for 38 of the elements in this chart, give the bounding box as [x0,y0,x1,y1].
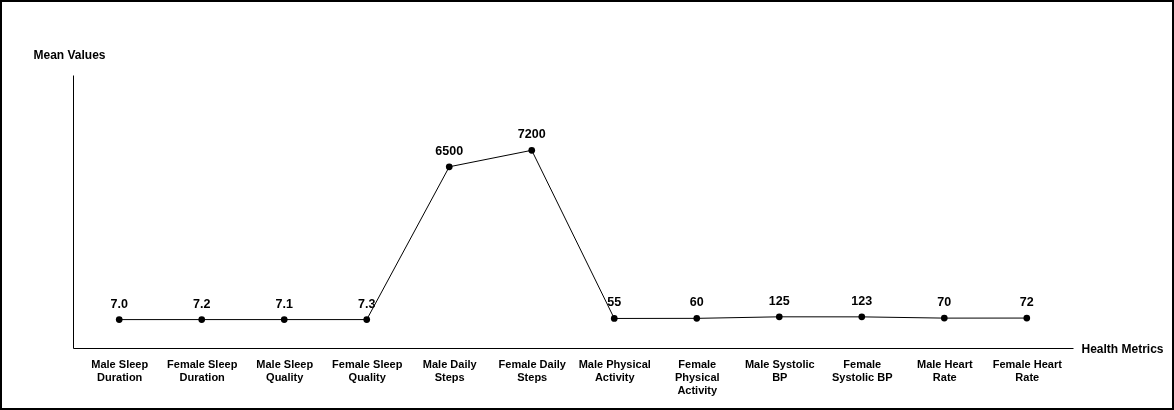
x-tick-label: Male Systolic BP [744,357,815,383]
data-label: 7.3 [358,296,376,311]
point [1023,314,1031,322]
data-label: 60 [689,295,704,310]
data-label: 7.0 [110,296,128,311]
point [940,314,948,322]
x-tick-label: Male Heart Rate [916,357,973,383]
point [528,146,536,154]
data-label: 125 [768,293,790,308]
point [280,316,288,323]
x-tick-label: Male Daily Steps [422,357,478,383]
data-label: 72 [1019,295,1034,310]
point [445,163,453,171]
data-label: 55 [607,295,622,310]
x-tick-label: Male Sleep Quality [256,357,314,383]
point [610,315,618,322]
point [775,313,783,321]
point [115,316,123,323]
data-label: 6500 [435,143,464,158]
point [363,316,371,323]
data-label: 7.2 [193,296,211,311]
x-tick-label: Male Sleep Duration [91,357,149,383]
point [693,315,701,322]
y-axis-title: Mean Values [33,47,106,62]
x-tick-label: Female Sleep Duration [167,357,238,383]
point [858,313,866,321]
x-tick-label: Male Physical Activity [578,357,651,383]
x-tick-label: Female Sleep Quality [332,357,403,383]
x-tick-label: Female Physical Activity [674,357,720,396]
x-axis-title: Health Metrics [1081,341,1164,356]
data-label: 7200 [517,127,546,142]
data-label: 7.1 [275,296,293,311]
x-tick-label: Female Heart Rate [992,357,1063,383]
point [198,316,206,323]
x-tick-label: Female Systolic BP [832,357,893,383]
data-label: 123 [851,293,873,308]
x-tick-label: Female Daily Steps [498,357,567,383]
data-label: 70 [937,295,952,310]
